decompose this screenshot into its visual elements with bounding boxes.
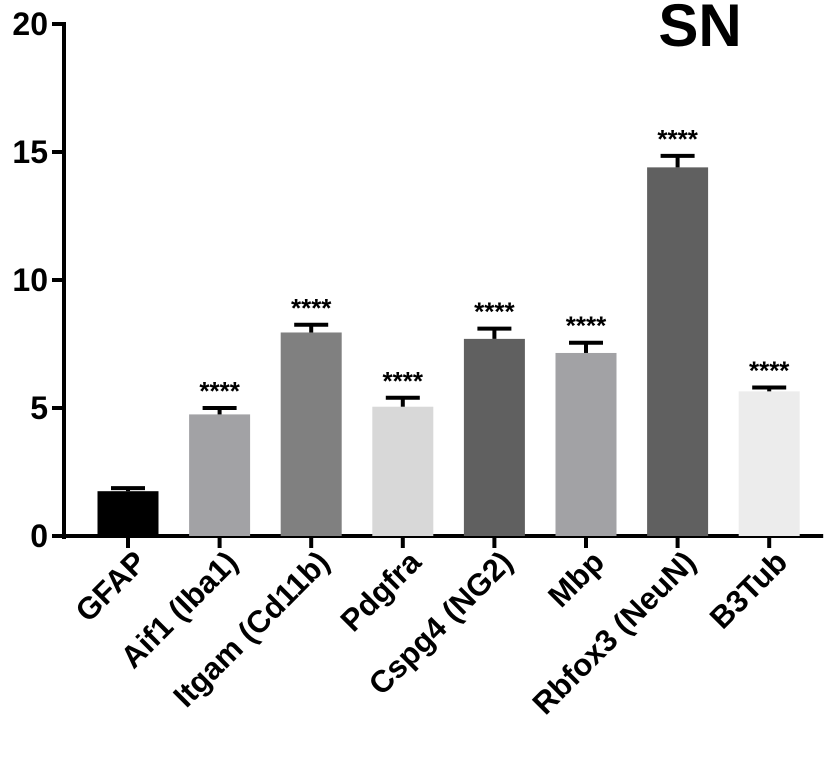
bar (97, 491, 159, 536)
x-tick-label: Itgam (Cd11b) (166, 544, 336, 714)
bar (555, 352, 617, 536)
bar (189, 414, 251, 536)
significance-label: **** (291, 293, 332, 323)
y-tick-label: 0 (30, 518, 48, 554)
significance-label: **** (749, 356, 790, 386)
bar (738, 391, 800, 536)
significance-label: **** (199, 376, 240, 406)
y-axis: 0 5 10 15 20 (12, 6, 66, 554)
bar (280, 332, 342, 536)
significance-label: **** (657, 124, 698, 154)
x-tick-label: Mbp (541, 544, 611, 614)
y-tick-label: 5 (30, 390, 48, 426)
y-tick-label: 20 (12, 6, 48, 42)
chart-title: SN (658, 0, 741, 59)
significance-label: **** (566, 311, 607, 341)
bars-group (97, 167, 800, 537)
error-bars-group (111, 153, 787, 492)
significance-group: **** **** **** **** **** **** **** (199, 124, 790, 406)
bar (372, 406, 434, 536)
significance-label: **** (383, 366, 424, 396)
y-tick-label: 10 (12, 262, 48, 298)
x-axis (62, 534, 824, 548)
x-tick-label: Rbfox3 (NeuN) (526, 544, 703, 721)
bar (647, 167, 709, 537)
x-tick-label: B3Tub (703, 544, 794, 635)
bar (463, 338, 525, 536)
x-tick-label: GFAP (69, 544, 153, 628)
y-tick-label: 15 (12, 134, 48, 170)
significance-label: **** (474, 297, 515, 327)
